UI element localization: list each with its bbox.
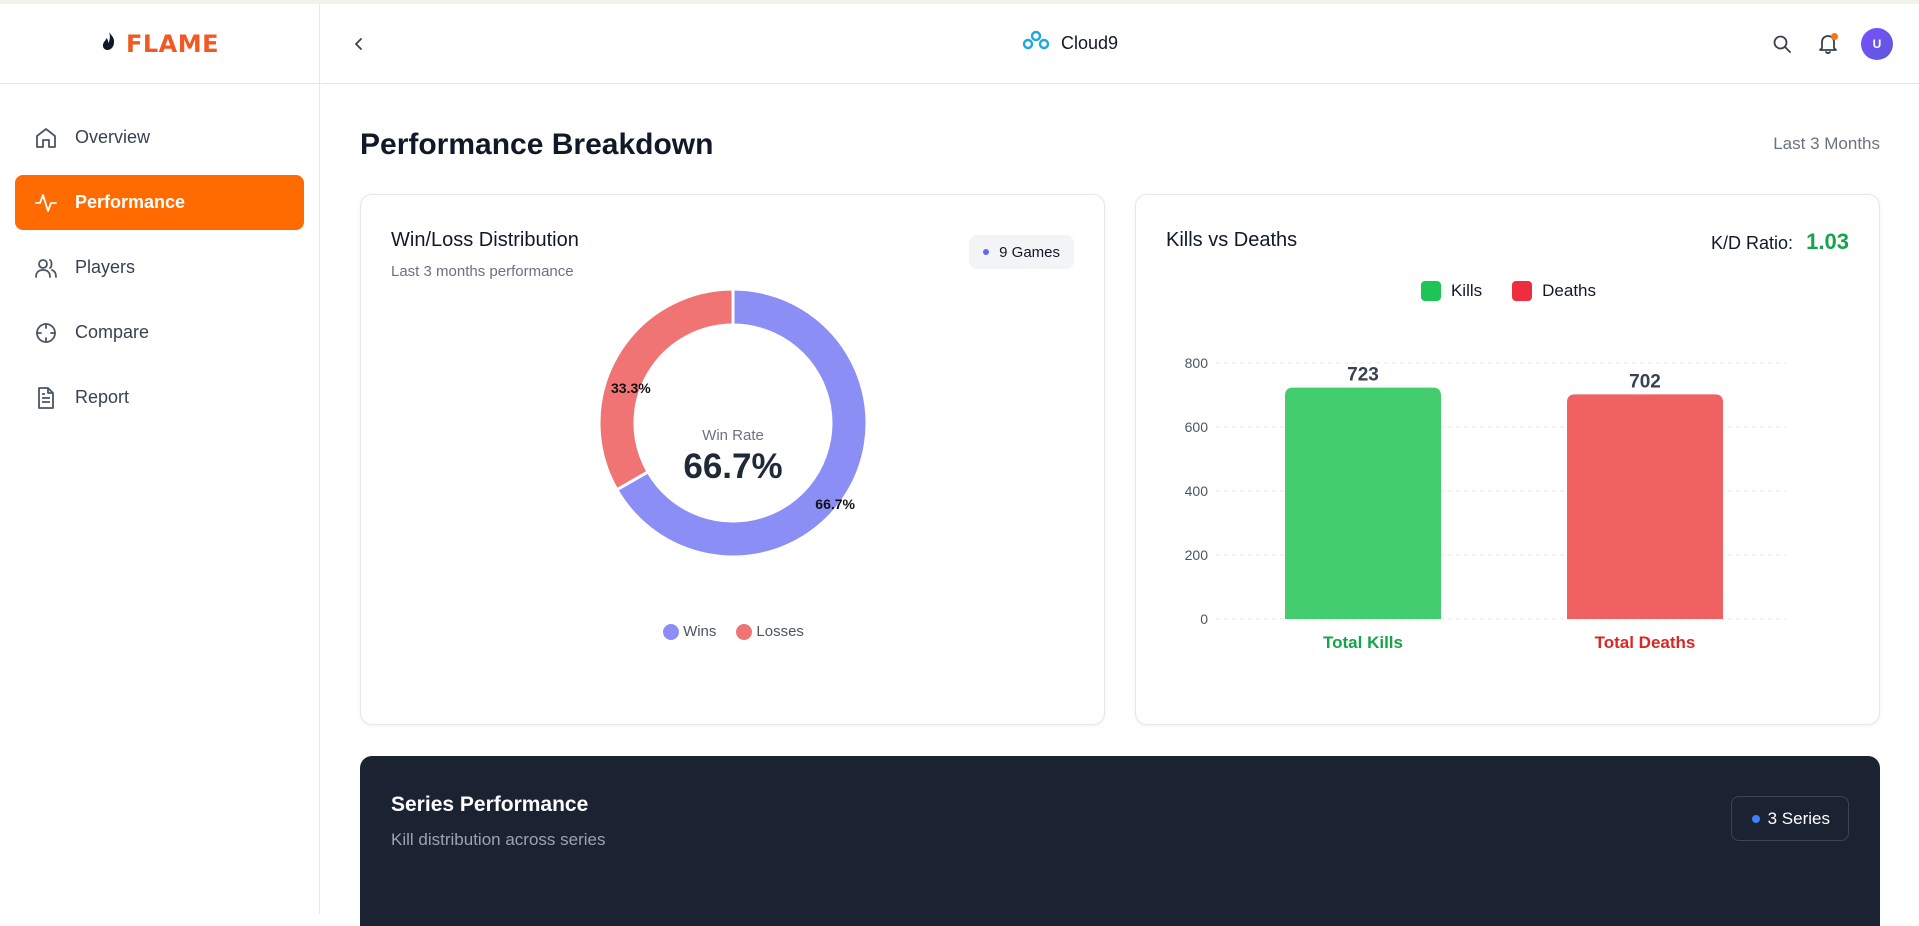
series-badge: 3 Series (1730, 796, 1849, 841)
y-tick-label: 200 (1185, 547, 1209, 563)
legend-wins-swatch (663, 623, 680, 640)
wins-slice-label: 66.7% (815, 496, 855, 512)
y-tick-label: 400 (1185, 483, 1209, 499)
bar-deaths[interactable] (1567, 394, 1723, 619)
time-range-selector[interactable]: Last 3 Months (1773, 134, 1880, 153)
team-name: Cloud9 (1061, 33, 1119, 53)
sidebar-item-players[interactable]: Players (15, 240, 304, 295)
sidebar-item-compare[interactable]: Compare (15, 305, 304, 360)
series-subtitle: Kill distribution across series (391, 830, 606, 849)
series-badge-dot (1751, 814, 1760, 823)
win-loss-donut-chart: Win Rate 66.7% 66.7% 33.3% (597, 287, 869, 559)
bell-icon (1819, 35, 1837, 54)
top-header: Cloud9 U (321, 4, 1919, 84)
games-badge-label: 9 Games (999, 243, 1060, 261)
activity-icon (33, 190, 59, 216)
y-tick-label: 600 (1185, 419, 1209, 435)
sidebar: FLAME Overview Performance Players Compa… (0, 4, 320, 914)
losses-slice-label: 33.3% (611, 380, 651, 396)
donut-slice-wins[interactable] (614, 287, 869, 559)
notifications-button[interactable] (1815, 31, 1841, 57)
badge-dot (983, 249, 990, 255)
users-icon (33, 255, 59, 281)
chevron-left-icon (355, 38, 362, 50)
y-tick-label: 800 (1185, 355, 1209, 371)
donut-center-value: 66.7% (683, 447, 782, 486)
y-tick-label: 0 (1200, 611, 1208, 627)
legend-kills[interactable]: Kills (1420, 281, 1483, 301)
sidebar-item-report[interactable]: Report (15, 370, 304, 425)
home-icon (33, 125, 59, 151)
bar-legend: Kills Deaths (1136, 281, 1881, 301)
series-badge-label: 3 Series (1767, 808, 1830, 828)
brand[interactable]: FLAME (0, 4, 319, 84)
document-icon (33, 385, 59, 411)
notification-dot (1831, 33, 1838, 40)
win-loss-card: Win/Loss Distribution Last 3 months perf… (360, 194, 1105, 725)
team-selector[interactable]: Cloud9 (1021, 30, 1118, 57)
kills-deaths-bar-chart: 0 200 400 600 800 723 Total Kills 702 Total Deat… (1185, 355, 1786, 652)
search-icon (1773, 35, 1791, 53)
kd-ratio-label: K/D Ratio: (1710, 233, 1793, 253)
x-category-label: Total Kills (1323, 633, 1403, 652)
legend-wins[interactable]: Wins (663, 623, 716, 640)
sidebar-item-label: Overview (75, 127, 151, 147)
header-actions: U (1769, 28, 1893, 60)
sidebar-item-label: Compare (75, 322, 150, 342)
sidebar-item-label: Players (75, 257, 136, 277)
sidebar-item-label: Report (75, 387, 130, 407)
avatar[interactable]: U (1861, 28, 1893, 60)
donut-slice-losses[interactable] (597, 287, 735, 492)
bar-kills[interactable] (1285, 387, 1441, 619)
brand-name: FLAME (125, 29, 220, 58)
search-button[interactable] (1769, 31, 1795, 57)
sidebar-item-overview[interactable]: Overview (15, 110, 304, 165)
series-performance-card: Series Performance Kill distribution acr… (360, 756, 1880, 926)
donut-legend: Wins Losses (361, 623, 1106, 640)
sidebar-item-performance[interactable]: Performance (15, 175, 304, 230)
legend-deaths-label: Deaths (1542, 281, 1597, 300)
card-title: Win/Loss Distribution (391, 229, 579, 251)
kills-deaths-card: Kills vs Deaths K/D Ratio: 1.03 Kills De… (1135, 194, 1880, 725)
games-badge: 9 Games (969, 235, 1074, 269)
flame-icon (100, 30, 118, 57)
top-accent-line (0, 0, 1919, 4)
legend-wins-label: Wins (683, 623, 717, 640)
cloud-logo-icon (1021, 30, 1051, 57)
crosshair-icon (33, 320, 59, 346)
legend-losses-swatch (736, 623, 753, 640)
sidebar-item-label: Performance (75, 192, 186, 212)
x-category-label: Total Deaths (1595, 633, 1696, 652)
bar-value-label: 702 (1629, 371, 1661, 392)
legend-deaths[interactable]: Deaths (1512, 281, 1596, 301)
legend-kills-swatch (1420, 281, 1441, 301)
legend-losses[interactable]: Losses (736, 623, 804, 640)
legend-kills-label: Kills (1450, 281, 1483, 300)
card-subtitle: Last 3 months performance (391, 263, 574, 280)
bar-value-label: 723 (1347, 365, 1379, 386)
series-title: Series Performance (391, 793, 589, 816)
back-button[interactable] (347, 32, 371, 56)
card-title: Kills vs Deaths (1166, 229, 1298, 251)
sidebar-nav: Overview Performance Players Compare Rep… (0, 84, 319, 425)
legend-deaths-swatch (1512, 281, 1533, 301)
page-title: Performance Breakdown (360, 128, 714, 161)
legend-losses-label: Losses (756, 623, 804, 640)
kd-ratio-value: 1.03 (1806, 229, 1849, 254)
donut-center-label: Win Rate (702, 427, 764, 444)
